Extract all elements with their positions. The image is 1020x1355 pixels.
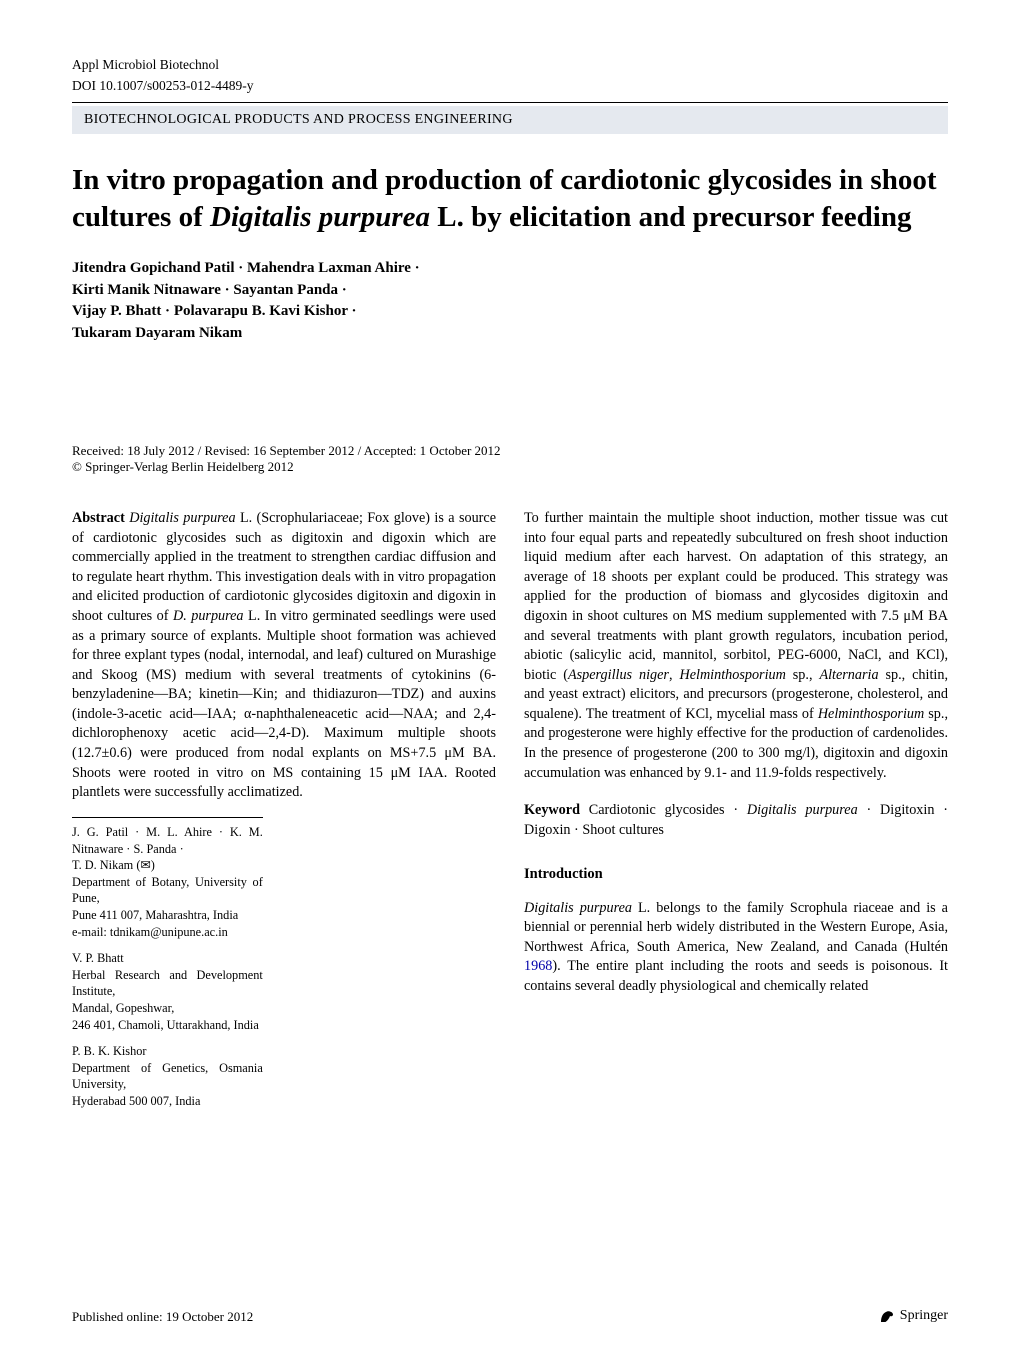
keyword-text-1: Cardiotonic glycosides · [589, 802, 747, 818]
publisher-name: Springer [900, 1308, 948, 1324]
page-footer: Published online: 19 October 2012 Spring… [72, 1307, 948, 1325]
affil3-line1: Department of Genetics, Osmania Universi… [72, 1060, 263, 1093]
affil1-line1: Department of Botany, University of Pune… [72, 874, 263, 907]
published-online: Published online: 19 October 2012 [72, 1309, 253, 1325]
intro-cite-year[interactable]: 1968 [524, 958, 552, 974]
column-right: To further maintain the multiple shoot i… [524, 495, 948, 1110]
abstract-species-2: D. purpurea [173, 608, 244, 624]
abstract-label: Abstract [72, 510, 125, 526]
affil2-name: V. P. Bhatt [72, 950, 263, 967]
journal-name: Appl Microbiol Biotechnol [72, 56, 948, 74]
affil2-line1: Herbal Research and Development Institut… [72, 967, 263, 1000]
article-category-band: BIOTECHNOLOGICAL PRODUCTS AND PROCESS EN… [72, 105, 948, 134]
doi: DOI 10.1007/s00253-012-4489-y [72, 78, 948, 94]
title-part-2: L. by elicitation and precursor feeding [430, 201, 911, 233]
affil1-email: e-mail: tdnikam@unipune.ac.in [72, 924, 263, 941]
authors-line-3: Vijay P. Bhatt · Polavarapu B. Kavi Kish… [72, 301, 948, 323]
abstract-species-5: Alternaria [819, 667, 878, 683]
keywords-line: Keyword Cardiotonic glycosides · Digital… [524, 801, 948, 840]
publisher-brand: Springer [878, 1307, 948, 1325]
authors-line-1: Jitendra Gopichand Patil · Mahendra Laxm… [72, 258, 948, 280]
abstract-sep-1: , [669, 667, 679, 683]
affil3-name: P. B. K. Kishor [72, 1043, 263, 1060]
affiliation-group-2: V. P. Bhatt Herbal Research and Developm… [72, 950, 263, 1033]
abstract-species-6: Helminthosporium [818, 706, 924, 722]
title-species: Digitalis purpurea [210, 201, 430, 233]
affil1-corresponding: T. D. Nikam (✉) [72, 857, 263, 874]
abstract-paragraph: Abstract Digitalis purpurea L. (Scrophul… [72, 509, 496, 803]
article-title: In vitro propagation and production of c… [72, 162, 948, 236]
keyword-label: Keyword [524, 802, 580, 818]
affiliations-block: J. G. Patil · M. L. Ahire · K. M. Nitnaw… [72, 817, 263, 1110]
abstract-continuation: To further maintain the multiple shoot i… [524, 509, 948, 783]
abstract-text-2: L. In vitro germinated seedlings were us… [72, 608, 496, 800]
abstract-species-1: Digitalis purpurea [129, 510, 235, 526]
abstract-species-4: Helminthosporium [679, 667, 785, 683]
copyright-line: © Springer-Verlag Berlin Heidelberg 2012 [72, 459, 948, 475]
authors-line-4: Tukaram Dayaram Nikam [72, 323, 948, 345]
affiliation-group-3: P. B. K. Kishor Department of Genetics, … [72, 1043, 263, 1109]
abstract-text-1: L. (Scrophulariaceae; Fox glove) is a so… [72, 510, 496, 624]
author-list: Jitendra Gopichand Patil · Mahendra Laxm… [72, 258, 948, 345]
column-left: Abstract Digitalis purpurea L. (Scrophul… [72, 495, 496, 1110]
abstract-sep-2: sp., [786, 667, 820, 683]
introduction-heading: Introduction [524, 864, 948, 884]
affil2-line2: Mandal, Gopeshwar, [72, 1000, 263, 1017]
springer-horse-icon [878, 1307, 896, 1325]
two-column-body: Abstract Digitalis purpurea L. (Scrophul… [72, 495, 948, 1110]
affil3-line2: Hyderabad 500 007, India [72, 1093, 263, 1110]
keyword-species: Digitalis purpurea [747, 802, 858, 818]
introduction-paragraph: Digitalis purpurea L. belongs to the fam… [524, 899, 948, 997]
affil1-names: J. G. Patil · M. L. Ahire · K. M. Nitnaw… [72, 824, 263, 857]
abstract-species-3: Aspergillus niger [568, 667, 669, 683]
intro-species: Digitalis purpurea [524, 900, 632, 916]
rule-top [72, 102, 948, 103]
intro-text-2: ). The entire plant including the roots … [524, 958, 948, 994]
abstract-text-3: To further maintain the multiple shoot i… [524, 510, 948, 683]
authors-line-2: Kirti Manik Nitnaware · Sayantan Panda · [72, 280, 948, 302]
history-dates: Received: 18 July 2012 / Revised: 16 Sep… [72, 443, 948, 459]
affil2-line3: 246 401, Chamoli, Uttarakhand, India [72, 1017, 263, 1034]
affiliation-group-1: J. G. Patil · M. L. Ahire · K. M. Nitnaw… [72, 824, 263, 940]
affil1-line2: Pune 411 007, Maharashtra, India [72, 907, 263, 924]
